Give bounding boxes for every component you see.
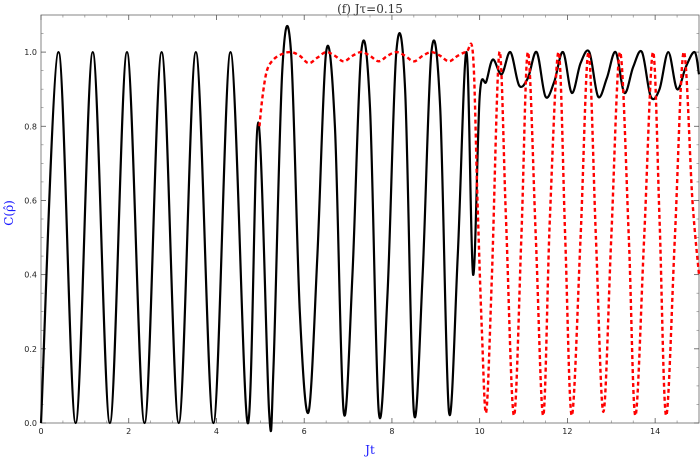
series-line-solid — [39, 25, 700, 433]
x-tick-label: 6 — [302, 427, 307, 436]
y-tick-label: 0.6 — [24, 196, 37, 205]
y-axis-label: C(ρ̂) — [2, 200, 16, 226]
chart-title: (f) Jτ=0.15 — [337, 2, 403, 16]
x-tick-label: 8 — [389, 427, 394, 436]
series-layer — [39, 25, 700, 433]
y-tick-label: 1.0 — [24, 48, 37, 57]
y-tick-label: 0.2 — [24, 345, 37, 354]
x-tick-label: 12 — [562, 427, 572, 436]
x-tick-label: 0 — [38, 427, 43, 436]
x-tick-label: 4 — [214, 427, 219, 436]
y-tick-label: 0.4 — [24, 271, 37, 280]
y-tick-label: 0.8 — [24, 122, 37, 131]
x-axis-label: Jt — [363, 443, 375, 457]
y-tick-label: 0.0 — [24, 419, 37, 428]
x-tick-label: 10 — [475, 427, 485, 436]
ticks-layer: 0 2 4 6 8 10 12 14 0.0 0.2 0.4 0.6 0.8 1.0 — [24, 15, 700, 436]
x-tick-label: 2 — [126, 427, 131, 436]
x-tick-label: 14 — [650, 427, 660, 436]
